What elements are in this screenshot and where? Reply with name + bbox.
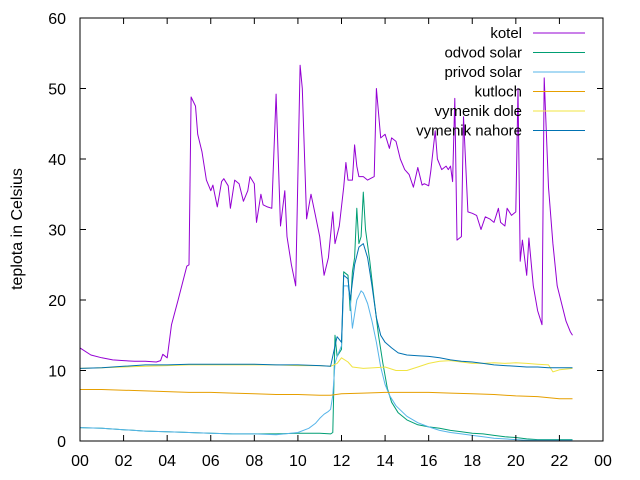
x-tick-label: 00 <box>594 453 612 470</box>
y-tick-label: 30 <box>48 223 66 240</box>
x-tick-label: 06 <box>202 453 220 470</box>
x-tick-label: 04 <box>158 453 176 470</box>
y-tick-label: 10 <box>48 364 66 381</box>
series-line-1 <box>79 191 573 441</box>
x-tick-label: 10 <box>289 453 307 470</box>
plot-frame <box>79 17 604 442</box>
y-tick-label: 50 <box>48 82 66 99</box>
y-tick-label: 40 <box>48 152 66 169</box>
axis-ticks: 0 10 20 30 40 50 60 00 02 04 06 08 10 12 14 16 18 20 22 00 <box>48 11 612 470</box>
y-axis-label: teplota in Celsius <box>9 168 26 290</box>
x-tick-label: 00 <box>71 453 89 470</box>
legend-label: kutloch <box>474 84 522 101</box>
y-tick-label: 0 <box>57 434 66 451</box>
legend-label: vymenik nahore <box>416 123 522 140</box>
series-line-3 <box>80 389 573 400</box>
x-tick-label: 16 <box>420 453 438 470</box>
x-tick-label: 08 <box>245 453 263 470</box>
x-tick-label: 18 <box>463 453 481 470</box>
legend-label: vymenik dole <box>434 103 522 120</box>
x-tick-label: 02 <box>115 453 133 470</box>
x-tick-label: 22 <box>551 453 569 470</box>
series-line-2 <box>79 285 573 441</box>
x-tick-label: 12 <box>333 453 351 470</box>
legend-label: odvod solar <box>444 45 522 62</box>
series-line-5 <box>79 243 573 369</box>
x-tick-label: 20 <box>507 453 525 470</box>
x-tick-label: 14 <box>376 453 394 470</box>
legend-label: kotel <box>490 25 522 42</box>
legend: kotel odvod solar privod solar kutloch vymen… <box>416 25 585 140</box>
y-tick-label: 20 <box>48 293 66 310</box>
legend-label: privod solar <box>444 64 522 81</box>
series-line-0 <box>79 64 573 363</box>
series-group <box>79 64 573 441</box>
series-line-4 <box>79 357 573 373</box>
y-tick-label: 60 <box>48 11 66 28</box>
